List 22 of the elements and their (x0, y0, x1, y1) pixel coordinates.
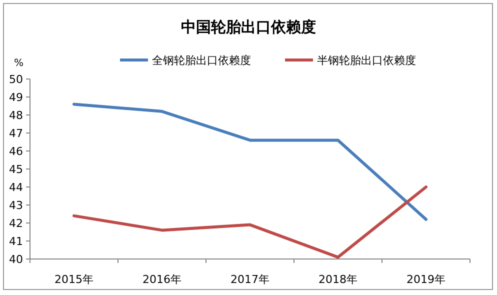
y-tick-label: 49 (9, 91, 23, 104)
x-tick-label: 2016年 (142, 273, 182, 286)
y-tick-label: 46 (9, 145, 23, 158)
y-tick-label: 40 (9, 253, 23, 266)
legend-label: 全钢轮胎出口依赖度 (152, 54, 251, 67)
x-tick-label: 2018年 (318, 273, 358, 286)
y-tick-label: 43 (9, 199, 23, 212)
chart-title: 中国轮胎出口依赖度 (181, 18, 316, 36)
x-tick-label: 2015年 (54, 273, 94, 286)
y-tick-label: 41 (9, 235, 23, 248)
y-tick-label: 50 (9, 73, 23, 86)
x-tick-label: 2019年 (406, 273, 446, 286)
y-axis-title: % (14, 58, 24, 69)
y-tick-label: 42 (9, 217, 23, 230)
legend-label: 半钢轮胎出口依赖度 (317, 54, 416, 67)
y-tick-label: 45 (9, 163, 23, 176)
x-tick-label: 2017年 (230, 273, 270, 286)
y-tick-label: 44 (9, 181, 23, 194)
line-series (72, 102, 428, 221)
y-tick-label: 48 (9, 109, 23, 122)
line-series (72, 186, 428, 259)
y-tick-label: 47 (9, 127, 23, 140)
